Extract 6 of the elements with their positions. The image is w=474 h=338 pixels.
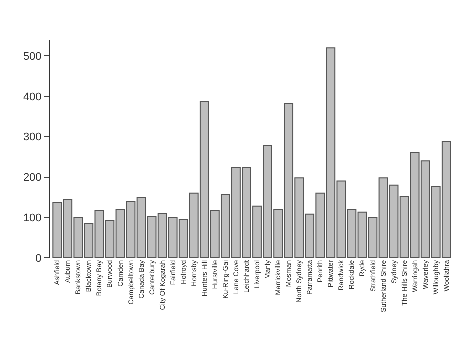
y-tick-label: 100 xyxy=(23,212,42,224)
y-tick-label: 200 xyxy=(23,172,42,184)
y-tick-label: 300 xyxy=(23,132,42,144)
y-tick-label: 500 xyxy=(23,51,42,63)
y-tick-label: 0 xyxy=(36,252,42,265)
y-tick-label: 400 xyxy=(23,91,42,104)
